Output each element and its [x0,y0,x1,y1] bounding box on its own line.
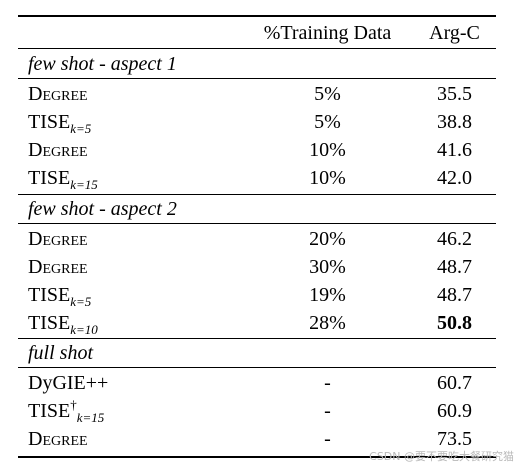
table-row: Degree 5% 35.5 [18,80,496,108]
method-name: TISEk=15 [28,164,98,192]
method-subscript: k=15 [70,177,98,192]
arg-c-score: 42.0 [437,167,472,189]
section-title-row: few shot - aspect 2 [18,195,496,223]
section-title: few shot - aspect 2 [28,198,177,220]
method-subscript: k=5 [70,294,92,309]
table-row: TISEk=10 28% 50.8 [18,309,496,337]
method-base: TISE [28,167,71,189]
training-pct: 5% [314,83,341,105]
arg-c-score: 48.7 [437,284,472,306]
method-name: Degree [28,139,88,161]
table-row: Degree 20% 46.2 [18,225,496,253]
arg-c-score: 46.2 [437,228,472,250]
table-row: TISEk=5 19% 48.7 [18,281,496,309]
section-1-rule [18,78,496,79]
method-subscript: k=15 [76,410,105,425]
bottom-rule [18,456,496,458]
training-pct: - [324,372,331,394]
header-training-data: %Training Data [263,22,392,44]
method-name: TISEk=5 [28,108,91,136]
table-row: Degree - 73.5 [18,425,496,453]
arg-c-score: 60.9 [437,400,472,422]
training-pct: 30% [309,256,346,278]
method-superscript: † [70,397,77,412]
arg-c-score: 41.6 [437,139,472,161]
section-3-top-rule [18,338,496,339]
header-row: %Training Data Arg-C [18,19,496,47]
section-3-rule [18,367,496,368]
method-base: TISE [28,111,71,133]
arg-c-score: 38.8 [437,111,472,133]
header-arg-c: Arg-C [429,22,480,44]
watermark: CSDN @要不要吃大餐研究猫 [369,450,514,463]
training-pct: 19% [309,284,346,306]
method-name: TISEk=10 [28,309,98,337]
method-subscript: k=10 [70,322,98,337]
top-rule [18,15,496,17]
table-row: TISEk=15 10% 42.0 [18,164,496,192]
arg-c-score: 73.5 [437,428,472,450]
table-row: Degree 10% 41.6 [18,136,496,164]
training-pct: 10% [309,139,346,161]
method-subscript: k=5 [70,121,92,136]
header-rule [18,48,496,49]
training-pct: 10% [309,167,346,189]
method-base: TISE [28,312,71,334]
training-pct: - [324,428,331,450]
method-base: TISE [28,400,71,422]
section-title-row: full shot [18,339,496,367]
section-title-row: few shot - aspect 1 [18,50,496,78]
section-title: few shot - aspect 1 [28,53,177,75]
table-row: TISE†k=15 - 60.9 [18,397,496,425]
method-base: TISE [28,284,71,306]
training-pct: 28% [309,312,346,334]
arg-c-score: 60.7 [437,372,472,394]
method-name: Degree [28,256,88,278]
section-2-top-rule [18,194,496,195]
method-name: DyGIE++ [28,372,109,394]
method-name: TISEk=5 [28,281,91,309]
method-name: Degree [28,428,88,450]
method-name: Degree [28,83,88,105]
training-pct: 20% [309,228,346,250]
training-pct: - [324,400,331,422]
section-title: full shot [28,342,94,364]
section-2-rule [18,223,496,224]
training-pct: 5% [314,111,341,133]
method-name: TISE†k=15 [28,397,104,425]
table-row: Degree 30% 48.7 [18,253,496,281]
table-row: TISEk=5 5% 38.8 [18,108,496,136]
method-name: Degree [28,228,88,250]
arg-c-score: 48.7 [437,256,472,278]
table-row: DyGIE++ - 60.7 [18,369,496,397]
arg-c-score-best: 50.8 [437,312,472,334]
arg-c-score: 35.5 [437,83,472,105]
